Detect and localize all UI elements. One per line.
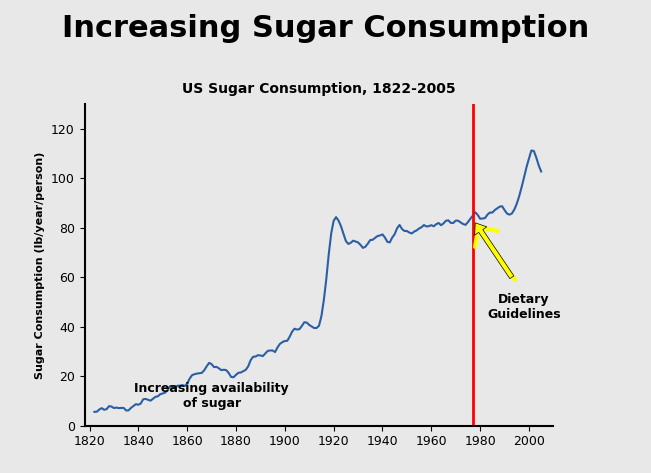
Text: Increasing availability
of sugar: Increasing availability of sugar [134, 382, 289, 410]
FancyArrow shape [475, 223, 514, 279]
Text: Increasing Sugar Consumption: Increasing Sugar Consumption [62, 14, 589, 43]
Y-axis label: Sugar Consumption (lb/year/person): Sugar Consumption (lb/year/person) [35, 151, 46, 378]
Text: Dietary
Guidelines: Dietary Guidelines [487, 293, 561, 321]
Title: US Sugar Consumption, 1822-2005: US Sugar Consumption, 1822-2005 [182, 82, 456, 96]
